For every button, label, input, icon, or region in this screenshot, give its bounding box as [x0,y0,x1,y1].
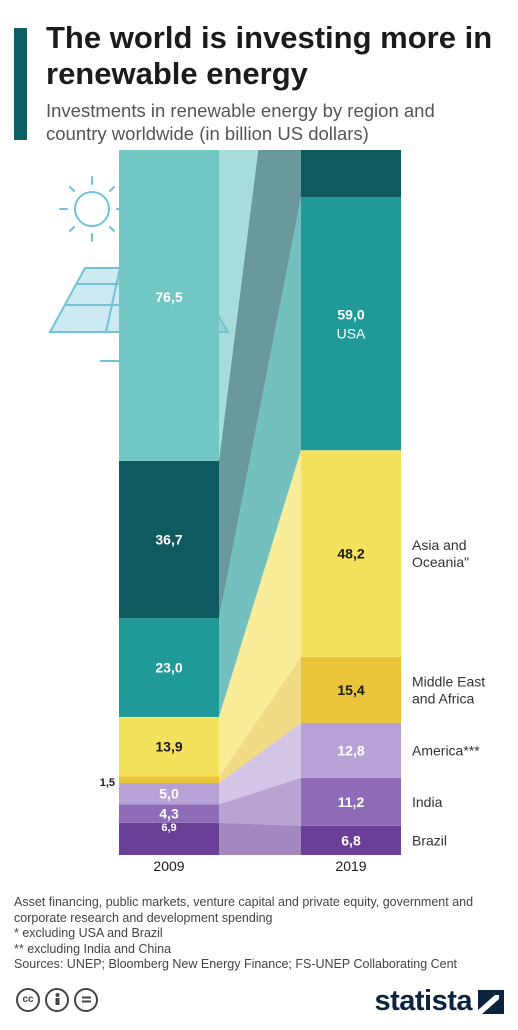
statista-logo[interactable]: statista [374,985,504,1018]
chart-subtitle: Investments in renewable energy by regio… [46,100,435,144]
flow-band-europe [219,150,259,461]
flow-band-usa [219,197,301,717]
brand-name: statista [374,985,472,1017]
value-label: 48,2 [337,546,364,562]
no-derivatives-icon [74,988,98,1012]
bar-segment-europe-2009 [119,150,219,461]
title-accent-bar [14,28,27,140]
flow-bands [219,150,301,855]
chart-labels: 6,8 4,3 11,2 5,0 12,8 1,5 15,4 13,9 48,2 23,0 59,0… [100,289,486,874]
flow-band-brazil [219,822,301,855]
category-label: 2019 [335,858,366,874]
series-label: Middle East [412,673,485,689]
bar-segment-america-2019 [301,722,401,778]
bar-segment-asia-2019 [301,450,401,657]
bar-segment-brazil-2009 [119,822,219,855]
value-label: 13,9 [155,739,182,755]
value-label: 6,9 [161,822,176,834]
flow-band-america [219,722,301,805]
value-label: 59,0 [337,307,364,323]
stacked-bars [119,150,401,855]
value-label: 12,8 [337,742,364,758]
creative-commons-icon: cc [16,988,40,1012]
category-label: 2009 [153,858,184,874]
series-label: and Africa [412,690,474,706]
bar-segment-india-2019 [301,777,401,826]
value-label: 11,2 [338,794,365,810]
bar-segment-mea-2019 [301,656,401,723]
footer-note: ** excluding India and China [14,941,172,956]
bar-segment-mea-2009 [119,776,219,783]
series-label: Oceania" [412,554,469,570]
flow-band-india [219,777,301,826]
bar-segment-usa-2009 [119,618,219,717]
attribution-icon [45,988,69,1012]
bar-segment-asia-2009 [119,716,219,777]
series-label: Brazil [412,832,447,848]
license-icons: cc [16,988,98,1012]
flow-band-asia [219,450,301,777]
series-label: America*** [412,742,480,758]
bar-segment-china-2019 [301,150,401,198]
bar-segment-india-2009 [119,804,219,823]
flow-band-mea [219,656,301,783]
value-label: 15,4 [337,682,364,698]
series-label: India [412,794,443,810]
statista-logo-icon [478,989,504,1014]
series-label: Asia and [412,537,466,553]
footer-notes: Asset financing, public markets, venture… [14,895,510,973]
bar-segment-brazil-2019 [301,825,401,855]
flow-band-china [219,150,301,619]
chart-area: 6,8 4,3 11,2 5,0 12,8 1,5 15,4 13,9 48,2 23,0 59,0… [48,150,486,874]
bar-segment-usa-2019 [301,197,401,451]
footer-note: Asset financing, public markets, venture… [14,895,474,925]
value-label: 4,3 [159,806,179,822]
bar-segment-america-2009 [119,782,219,805]
value-label: 36,7 [155,532,182,548]
value-label: 1,5 [100,777,115,789]
bar-segment-china-2009 [119,460,219,619]
value-label: 5,0 [159,786,179,802]
series-label-inbar: USA [337,326,366,342]
value-label: 23,0 [155,660,182,676]
footer-note: * excluding USA and Brazil [14,926,163,940]
value-label: 6,8 [341,832,361,848]
value-label: 76,5 [155,289,182,305]
sun-icon [59,176,125,242]
footer-sources: Sources: UNEP; Bloomberg New Energy Fina… [14,957,458,971]
chart-title: The world is investing more in renewable… [46,20,493,91]
